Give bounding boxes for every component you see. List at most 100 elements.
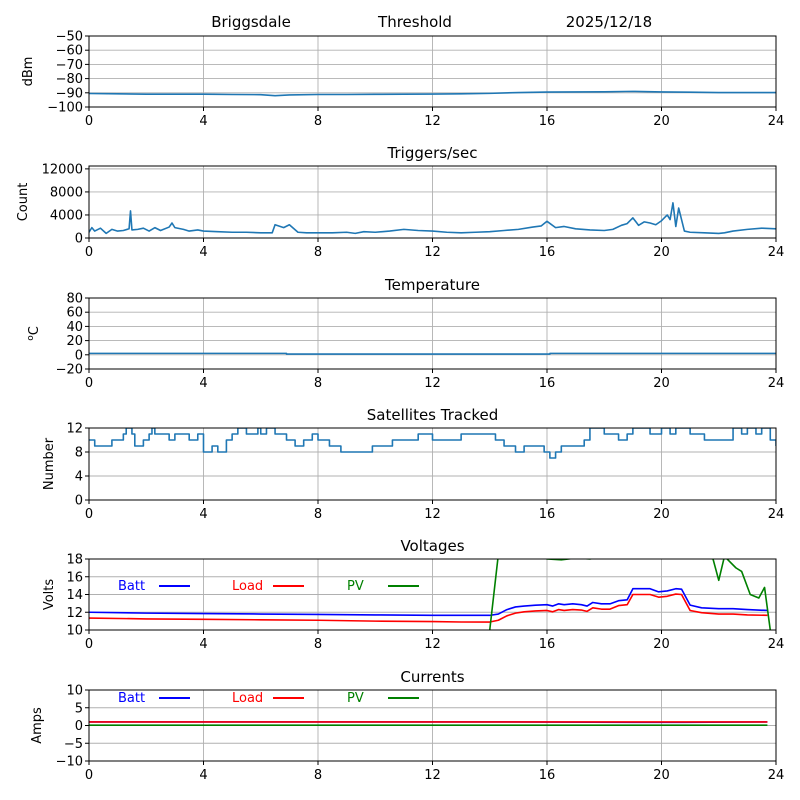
x-tick-label: 12: [424, 768, 441, 783]
y-tick-label: 12: [66, 606, 83, 621]
x-tick-label: 24: [768, 507, 785, 522]
y-axis-label: Volts: [42, 579, 57, 611]
x-tick-label: 8: [314, 768, 322, 783]
header-date: 2025/12/18: [566, 13, 652, 31]
x-tick-label: 4: [199, 768, 207, 783]
series-rssi-rssi: [89, 90, 776, 97]
header-mode: Threshold: [377, 13, 452, 31]
y-tick-label: 60: [66, 306, 83, 321]
x-tick-label: 16: [539, 245, 556, 260]
series-satellites-satellites: [89, 428, 776, 459]
panel-voltages: 0 4 8 12 16 20 24 10 12 14 16 18 Voltages Volts Batt Lo…: [42, 537, 784, 652]
x-tick-label: 16: [539, 507, 556, 522]
y-axis-label: dBm: [21, 57, 36, 87]
y-axis-label: Count: [16, 183, 31, 222]
x-tick-label: 20: [653, 114, 670, 129]
x-tick-label: 20: [653, 507, 670, 522]
y-tick-label: −50: [56, 30, 83, 45]
y-tick-label: −20: [56, 363, 83, 378]
series-temperature-temperature: [89, 352, 776, 355]
y-tick-label: 80: [66, 292, 83, 307]
panel-currents: 0 4 8 12 16 20 24 −10 −5 0 5 10 Currents Amps Batt Load…: [30, 668, 784, 783]
legend-label-batt: Batt: [118, 579, 145, 594]
y-tick-label: 8000: [50, 185, 83, 200]
series-voltages-pv: [488, 559, 772, 630]
x-tick-label: 24: [768, 637, 785, 652]
y-tick-label: 16: [66, 570, 83, 585]
x-tick-label: 12: [424, 376, 441, 391]
legend-label-pv: PV: [347, 579, 364, 594]
x-tick-label: 12: [424, 637, 441, 652]
y-tick-label: −100: [47, 101, 83, 116]
legend-label-pv: PV: [347, 691, 364, 706]
x-tick-label: 8: [314, 245, 322, 260]
x-tick-label: 0: [85, 245, 93, 260]
x-tick-label: 8: [314, 637, 322, 652]
y-tick-label: −5: [64, 737, 83, 752]
x-tick-label: 4: [199, 245, 207, 260]
y-tick-label: 40: [66, 320, 83, 335]
panel-title: Triggers/sec: [387, 144, 478, 162]
x-tick-label: 16: [539, 768, 556, 783]
x-tick-label: 0: [85, 637, 93, 652]
x-tick-label: 8: [314, 376, 322, 391]
x-tick-label: 0: [85, 376, 93, 391]
y-tick-label: 8: [75, 446, 83, 461]
y-tick-label: 4000: [50, 208, 83, 223]
y-tick-label: 0: [75, 494, 83, 509]
panel-satellites: 0 4 8 12 16 20 24 0 4 8 12 Satellites Tracked Number: [42, 406, 784, 522]
y-tick-label: 10: [66, 684, 83, 699]
x-tick-label: 4: [199, 114, 207, 129]
y-tick-label: 5: [75, 701, 83, 716]
y-tick-label: −60: [56, 44, 83, 59]
x-tick-label: 12: [424, 114, 441, 129]
panel-title: Voltages: [400, 537, 464, 555]
x-tick-label: 0: [85, 507, 93, 522]
y-tick-label: 4: [75, 470, 83, 485]
series-triggers-triggers: [89, 202, 776, 235]
x-tick-label: 20: [653, 768, 670, 783]
series-voltages-load: [89, 593, 768, 623]
y-tick-label: 0: [75, 232, 83, 247]
x-tick-label: 12: [424, 245, 441, 260]
series-voltages-batt: [89, 587, 768, 617]
x-tick-label: 8: [314, 114, 322, 129]
x-tick-label: 20: [653, 245, 670, 260]
legend-label-load: Load: [232, 691, 263, 706]
x-tick-label: 24: [768, 376, 785, 391]
y-tick-label: 0: [75, 348, 83, 363]
x-tick-label: 0: [85, 114, 93, 129]
x-tick-label: 24: [768, 768, 785, 783]
y-tick-label: 12000: [42, 162, 83, 177]
x-tick-label: 4: [199, 376, 207, 391]
x-tick-label: 4: [199, 637, 207, 652]
panel-triggers: 0 4 8 12 16 20 24 0 4000 8000 12000 Triggers/sec Cou…: [16, 144, 784, 260]
y-tick-label: 0: [75, 719, 83, 734]
x-tick-label: 8: [314, 507, 322, 522]
x-tick-label: 16: [539, 376, 556, 391]
legend-label-load: Load: [232, 579, 263, 594]
y-tick-label: −10: [56, 755, 83, 770]
panel-title: Temperature: [384, 276, 480, 294]
y-axis-label: Number: [42, 437, 57, 490]
y-tick-label: 12: [66, 422, 83, 437]
y-axis-label: oC: [26, 326, 42, 341]
y-tick-label: 14: [66, 588, 83, 603]
x-tick-label: 4: [199, 507, 207, 522]
x-tick-label: 16: [539, 114, 556, 129]
x-tick-label: 24: [768, 114, 785, 129]
x-tick-label: 0: [85, 768, 93, 783]
y-tick-label: 20: [66, 334, 83, 349]
y-axis-label: Amps: [30, 707, 45, 744]
x-tick-label: 12: [424, 507, 441, 522]
y-tick-label: 18: [66, 553, 83, 568]
x-tick-label: 20: [653, 376, 670, 391]
panel-rssi: 0 4 8 12 16 20 24 −100−90−80−70−60−50 dBm: [21, 30, 784, 130]
y-tick-label: 10: [66, 624, 83, 639]
x-tick-label: 24: [768, 245, 785, 260]
x-tick-label: 16: [539, 637, 556, 652]
panel-title: Currents: [400, 668, 464, 686]
